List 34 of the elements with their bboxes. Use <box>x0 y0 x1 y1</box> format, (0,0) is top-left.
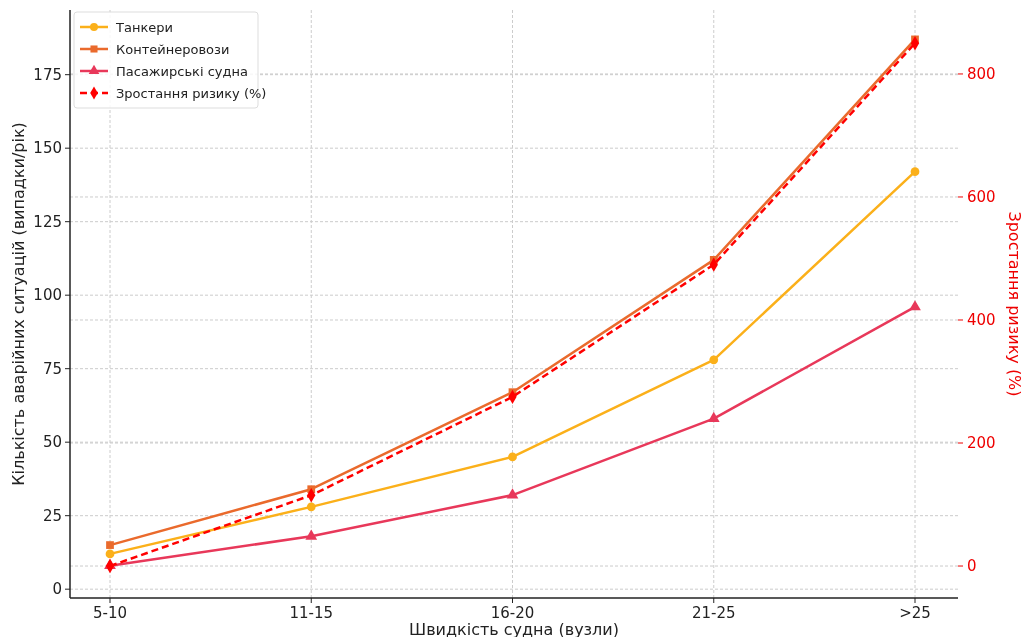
y2-tick-label: 800 <box>967 65 996 84</box>
x-tick-label: 5-10 <box>92 604 128 622</box>
y2-tick-label: 600 <box>967 188 996 207</box>
x-tick-label: 16-20 <box>490 604 535 622</box>
y-tick-label: 0 <box>52 580 62 599</box>
point <box>707 411 720 423</box>
point <box>909 300 921 311</box>
point <box>709 355 719 365</box>
point <box>506 488 519 499</box>
x-tick-label: 11-15 <box>289 604 334 622</box>
y2-tick-label: 0 <box>967 557 977 576</box>
legend-label: Пасажирські судна <box>116 63 248 79</box>
y2-tick-label: 200 <box>967 434 996 453</box>
x-tick-label: >25 <box>899 604 931 622</box>
y2-axis-title: Зростання ризику (%) <box>1005 211 1022 397</box>
legend-label: Танкери <box>115 19 173 35</box>
legend-label: Контейнеровози <box>116 41 230 57</box>
point <box>910 167 920 177</box>
point <box>306 502 316 512</box>
y-tick-label: 75 <box>42 359 62 378</box>
y-tick-label: 175 <box>33 65 62 84</box>
y-tick-label: 25 <box>42 506 62 525</box>
point <box>305 529 318 540</box>
point <box>105 549 115 559</box>
y-tick-label: 150 <box>33 139 62 158</box>
y-tick-label: 50 <box>42 433 62 452</box>
point <box>508 452 517 462</box>
y2-tick-label: 400 <box>967 311 996 330</box>
y-axis-title: Кількість аварійних ситуацій (випадки/рік) <box>9 122 28 486</box>
legend-label: Зростання ризику (%) <box>116 85 267 101</box>
x-tick-label: 21-25 <box>691 604 736 622</box>
y-tick-label: 100 <box>33 286 62 305</box>
y-tick-label: 125 <box>33 212 62 231</box>
point <box>106 541 114 549</box>
